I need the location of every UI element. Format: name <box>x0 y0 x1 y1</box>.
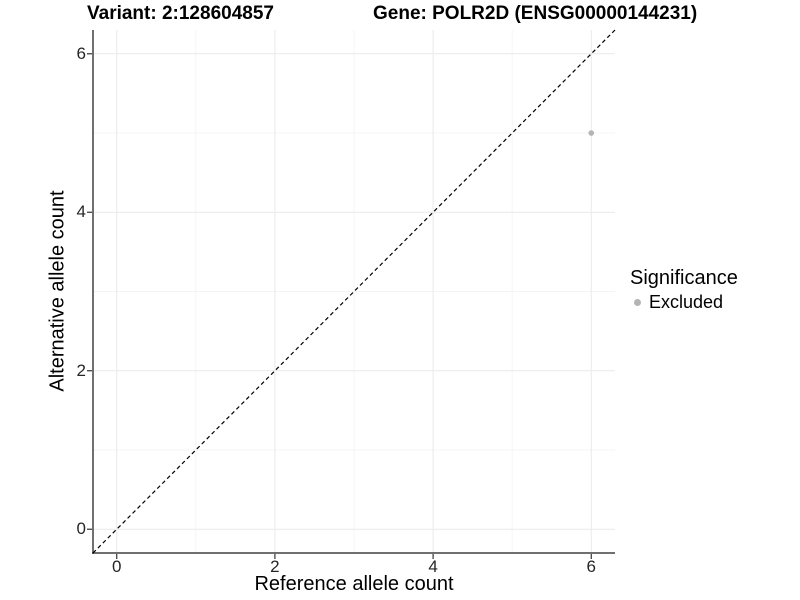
y-tick-label: 2 <box>76 360 86 380</box>
x-tick-label: 2 <box>270 557 280 576</box>
legend-entry-label: Excluded <box>649 292 724 312</box>
data-point-excluded <box>588 130 595 136</box>
legend-title: Significance <box>630 267 738 289</box>
x-tick-label: 4 <box>428 557 438 576</box>
x-axis-title: Reference allele count <box>254 573 454 595</box>
legend-entry-excluded: Excluded <box>630 291 738 313</box>
y-tick-label: 0 <box>76 519 86 539</box>
x-tick-label: 0 <box>111 557 122 576</box>
legend: Significance Excluded <box>630 266 738 313</box>
legend-point-icon <box>634 298 641 306</box>
x-tick-label: 6 <box>586 557 596 576</box>
y-tick-label: 4 <box>76 202 86 222</box>
plot-title-variant: Variant: 2:128604857 <box>87 3 274 24</box>
y-tick-label: 6 <box>76 43 86 63</box>
plot-title-gene: Gene: POLR2D (ENSG00000144231) <box>373 3 698 24</box>
y-axis-title: Alternative allele count <box>46 190 69 392</box>
